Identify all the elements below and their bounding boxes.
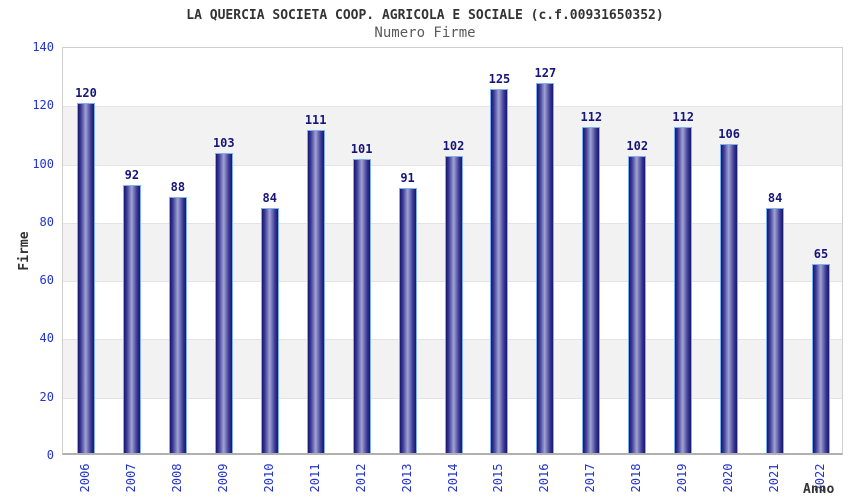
x-axis-title: Anno (803, 482, 835, 497)
bar-2015 (490, 88, 509, 453)
bar-value-label: 101 (350, 141, 373, 156)
bar-2012 (352, 158, 371, 453)
bar-2010 (260, 208, 279, 453)
bar-2019 (674, 126, 693, 453)
grid-band (63, 106, 842, 165)
x-tick-label-2018: 2018 (629, 463, 644, 493)
x-tick-label-2007: 2007 (123, 463, 138, 493)
bar-2011 (306, 129, 325, 453)
x-tick-label-2012: 2012 (353, 463, 368, 493)
y-tick-label: 20 (39, 389, 54, 404)
x-tick-label-2021: 2021 (767, 463, 782, 493)
bar-value-label: 120 (75, 86, 97, 101)
bar-value-label: 103 (212, 135, 235, 150)
plot-area: 120 92 88 103 84 111 101 91 102 125 127 112 102 112 10… (62, 47, 843, 455)
bar-value-label: 106 (718, 127, 740, 142)
y-tick-label: 40 (39, 331, 54, 346)
bar-2007 (122, 184, 141, 453)
y-tick-label: 60 (39, 273, 54, 288)
bar-2009 (214, 152, 233, 453)
bar-value-label: 112 (672, 109, 695, 124)
bar-2022 (812, 263, 831, 453)
grid-band (63, 48, 842, 106)
bar-value-label: 111 (304, 112, 327, 127)
bar-value-label: 88 (170, 179, 186, 194)
bar-value-label: 127 (534, 65, 557, 80)
x-tick-label-2011: 2011 (307, 463, 322, 493)
bar-2006 (76, 103, 95, 453)
bar-value-label: 91 (400, 170, 415, 185)
y-tick-label: 0 (46, 448, 54, 462)
bar-value-label: 102 (442, 138, 465, 153)
x-tick-label-2010: 2010 (261, 463, 276, 493)
chart-subtitle: Numero Firme (374, 25, 476, 41)
bar-2008 (168, 196, 187, 453)
bar-value-label: 84 (262, 191, 277, 206)
x-tick-label-2016: 2016 (537, 463, 552, 493)
bar-value-label: 65 (813, 246, 829, 261)
bar-2014 (444, 155, 463, 453)
y-tick-label: 120 (32, 98, 54, 113)
y-tick-label: 140 (32, 40, 54, 54)
x-tick-label-2019: 2019 (675, 463, 690, 493)
x-tick-label-2006: 2006 (77, 463, 92, 493)
chart-title: LA QUERCIA SOCIETA COOP. AGRICOLA E SOCI… (186, 8, 664, 23)
x-tick-label-2015: 2015 (491, 463, 506, 493)
y-tick-label: 100 (32, 156, 54, 171)
bar-value-label: 112 (580, 109, 603, 124)
bar-value-label: 125 (488, 71, 511, 86)
bar-2017 (582, 126, 601, 453)
bar-2021 (766, 208, 785, 453)
bar-value-label: 102 (626, 138, 649, 153)
bar-2020 (720, 144, 739, 453)
bar-value-label: 84 (767, 191, 783, 206)
bar-2018 (628, 155, 647, 453)
x-tick-label-2009: 2009 (215, 463, 230, 493)
bar-2013 (398, 187, 417, 453)
y-axis-title: Firme (17, 231, 32, 271)
y-tick-label: 80 (39, 214, 54, 229)
x-tick-label-2014: 2014 (445, 463, 460, 493)
x-tick-label-2017: 2017 (583, 463, 598, 493)
x-tick-label-2013: 2013 (399, 463, 414, 493)
x-tick-label-2020: 2020 (721, 463, 736, 493)
bar-value-label: 92 (124, 167, 140, 182)
bar-2016 (536, 82, 555, 453)
x-tick-label-2008: 2008 (169, 463, 184, 493)
